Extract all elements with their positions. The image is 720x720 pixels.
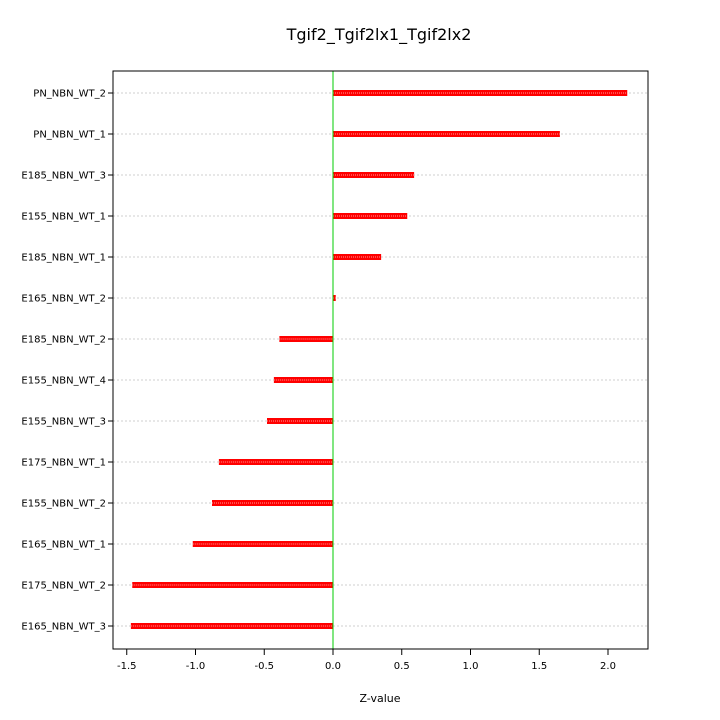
x-tick-label: 1.0 bbox=[463, 661, 479, 672]
y-tick-label: E165_NBN_WT_2 bbox=[21, 294, 106, 305]
bar bbox=[333, 90, 628, 96]
bar bbox=[333, 213, 408, 219]
y-tick-label: E155_NBN_WT_1 bbox=[21, 212, 106, 223]
y-tick-label: E175_NBN_WT_2 bbox=[21, 581, 106, 592]
chart-title: Tgif2_Tgif2lx1_Tgif2lx2 bbox=[286, 25, 472, 45]
y-tick-label: E175_NBN_WT_1 bbox=[21, 458, 106, 469]
x-tick-label: 1.5 bbox=[531, 661, 547, 672]
bar bbox=[333, 295, 336, 301]
x-tick-label: -1.5 bbox=[117, 661, 137, 672]
y-tick-label: PN_NBN_WT_1 bbox=[33, 130, 106, 141]
bar-layer bbox=[130, 90, 628, 629]
y-tick-label: E155_NBN_WT_3 bbox=[21, 417, 106, 428]
bar bbox=[273, 377, 333, 383]
bar bbox=[130, 623, 333, 629]
y-tick-label: E165_NBN_WT_1 bbox=[21, 540, 106, 551]
y-tick-label: E165_NBN_WT_3 bbox=[21, 622, 106, 633]
bar bbox=[218, 459, 333, 465]
x-tick-label: 0.0 bbox=[325, 661, 341, 672]
y-tick-label: E185_NBN_WT_1 bbox=[21, 253, 106, 264]
bar bbox=[333, 131, 560, 137]
y-tick-label: E155_NBN_WT_4 bbox=[21, 376, 106, 387]
x-tick-label: -0.5 bbox=[254, 661, 274, 672]
y-tick-label: E155_NBN_WT_2 bbox=[21, 499, 106, 510]
x-tick-label: 2.0 bbox=[600, 661, 616, 672]
x-axis-label: Z-value bbox=[359, 692, 400, 705]
y-tick-label: E185_NBN_WT_2 bbox=[21, 335, 106, 346]
x-ticks: -1.5 -1.0 -0.5 0.0 0.5 1.0 1.5 2.0 bbox=[117, 648, 616, 672]
y-tick-label: E185_NBN_WT_3 bbox=[21, 171, 106, 182]
x-tick-label: 0.5 bbox=[394, 661, 410, 672]
y-tick-label: PN_NBN_WT_2 bbox=[33, 89, 106, 100]
plot-frame bbox=[112, 70, 649, 650]
y-tick-labels: PN_NBN_WT_2 PN_NBN_WT_1 E185_NBN_WT_3 E155_… bbox=[21, 89, 113, 633]
x-tick-label: -1.0 bbox=[186, 661, 206, 672]
